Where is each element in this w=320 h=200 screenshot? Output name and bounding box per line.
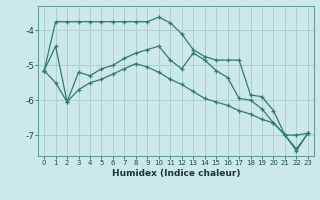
X-axis label: Humidex (Indice chaleur): Humidex (Indice chaleur) <box>112 169 240 178</box>
